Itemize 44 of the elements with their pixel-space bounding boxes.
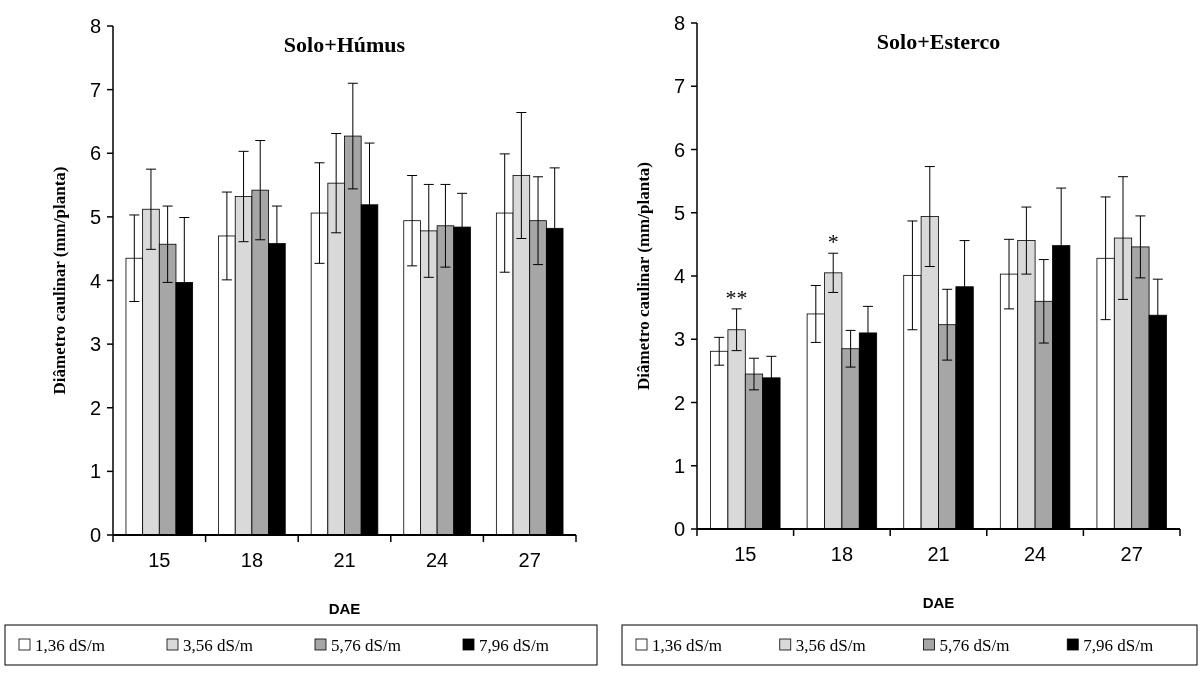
y-tick-label: 7 bbox=[89, 78, 101, 101]
y-tick-label: 6 bbox=[89, 142, 101, 165]
annotation: * bbox=[827, 229, 839, 255]
legend-label: 1,36 dS/m bbox=[652, 635, 722, 655]
x-tick-label: 24 bbox=[1023, 543, 1047, 565]
y-tick-label: 6 bbox=[673, 138, 685, 161]
x-tick-label: 27 bbox=[1120, 543, 1143, 565]
y-tick-label: 2 bbox=[673, 391, 685, 414]
legend-label: 7,96 dS/m bbox=[1083, 635, 1154, 655]
x-tick-label: 24 bbox=[425, 549, 449, 571]
y-tick-label: 8 bbox=[673, 12, 685, 34]
y-tick-label: 2 bbox=[89, 396, 101, 419]
legend-label: 1,36 dS/m bbox=[35, 635, 105, 655]
y-tick-label: 1 bbox=[89, 460, 101, 483]
annotation: ** bbox=[725, 284, 748, 310]
x-tick-label: 15 bbox=[734, 543, 757, 565]
y-tick-label: 4 bbox=[89, 269, 101, 292]
x-tick-label: 21 bbox=[333, 549, 356, 571]
x-tick-label: 21 bbox=[927, 543, 950, 565]
y-tick-label: 5 bbox=[673, 201, 685, 224]
x-tick-label: 15 bbox=[148, 549, 171, 571]
y-tick-label: 7 bbox=[673, 75, 685, 98]
legend-label: 5,76 dS/m bbox=[331, 635, 401, 655]
y-axis-title: Diâmetro caulinar (mm/planta) bbox=[634, 162, 653, 390]
x-tick-label: 18 bbox=[240, 549, 264, 571]
y-tick-label: 3 bbox=[89, 333, 101, 356]
y-tick-label: 0 bbox=[673, 518, 685, 540]
legend-label: 7,96 dS/m bbox=[479, 635, 549, 655]
y-axis-title: Diâmetro caulinar (mm/planta) bbox=[50, 166, 69, 395]
y-tick-label: 0 bbox=[89, 524, 101, 546]
y-tick-label: 4 bbox=[673, 265, 685, 287]
x-axis-title: DAE bbox=[328, 600, 361, 617]
y-tick-label: 3 bbox=[673, 328, 685, 351]
x-tick-label: 27 bbox=[518, 549, 541, 571]
legend-label: 3,56 dS/m bbox=[795, 635, 866, 655]
y-tick-label: 1 bbox=[673, 454, 685, 477]
y-tick-label: 5 bbox=[89, 205, 101, 228]
y-tick-label: 8 bbox=[89, 15, 101, 37]
x-tick-label: 18 bbox=[830, 543, 854, 565]
chart-title: Solo+Esterco bbox=[876, 29, 1001, 54]
x-axis-title: DAE bbox=[922, 594, 955, 611]
legend-label: 5,76 dS/m bbox=[939, 635, 1010, 655]
legend-label: 3,56 dS/m bbox=[183, 635, 253, 655]
chart-title: Solo+Húmus bbox=[283, 32, 406, 57]
